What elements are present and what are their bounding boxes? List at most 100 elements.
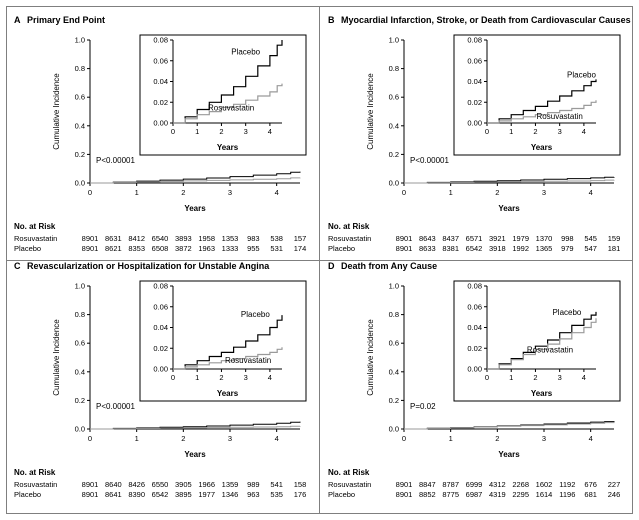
risk-value: 547 <box>584 244 597 253</box>
inset-y-tick-label: 0.00 <box>467 119 482 128</box>
risk-value: 8353 <box>128 244 145 253</box>
risk-value: 158 <box>294 480 307 489</box>
x-axis-label: Years <box>498 204 520 213</box>
y-tick-label: 0.4 <box>389 121 399 130</box>
inset-series-label-placebo: Placebo <box>552 308 581 317</box>
risk-value: 1963 <box>198 244 215 253</box>
panel-title: Death from Any Cause <box>341 261 437 271</box>
x-axis-label: Years <box>184 204 206 213</box>
inset-y-tick-label: 0.02 <box>153 344 168 353</box>
p-value: P<0.00001 <box>96 402 135 411</box>
inset-x-tick-label: 2 <box>533 127 537 136</box>
risk-value: 6540 <box>152 234 169 243</box>
x-axis-label: Years <box>184 450 206 459</box>
inset-y-tick-label: 0.08 <box>467 36 482 45</box>
risk-row-label: Rosuvastatin <box>14 480 57 489</box>
risk-value: 6987 <box>466 490 483 499</box>
risk-table-header: No. at Risk <box>14 222 56 231</box>
risk-value: 4319 <box>489 490 506 499</box>
risk-value: 3872 <box>175 244 192 253</box>
inset-series-placebo <box>173 315 283 370</box>
risk-value: 8787 <box>442 480 459 489</box>
y-tick-label: 0.8 <box>75 310 85 319</box>
inset-y-tick-label: 0.08 <box>467 282 482 291</box>
risk-value: 8426 <box>128 480 145 489</box>
inset-series-rosuvastatin <box>173 83 283 124</box>
x-tick-label: 2 <box>181 434 185 443</box>
inset-x-tick-label: 1 <box>509 127 513 136</box>
panel-c: C Revascularization or Hospitalization fo… <box>14 261 307 499</box>
risk-table-header: No. at Risk <box>328 222 370 231</box>
risk-value: 1370 <box>536 234 553 243</box>
risk-value: 1333 <box>222 244 239 253</box>
risk-value: 1359 <box>222 480 239 489</box>
main-series-rosuvastatin <box>404 422 615 430</box>
panel-title: Myocardial Infarction, Stroke, or Death … <box>341 15 631 25</box>
inset-x-tick-label: 2 <box>219 127 223 136</box>
x-tick-label: 4 <box>589 434 593 443</box>
risk-row-label: Rosuvastatin <box>328 234 371 243</box>
risk-value: 979 <box>561 244 574 253</box>
inset-x-tick-label: 4 <box>582 127 586 136</box>
x-tick-label: 0 <box>402 434 406 443</box>
risk-value: 545 <box>584 234 597 243</box>
risk-value: 8640 <box>105 480 122 489</box>
y-tick-label: 0.2 <box>75 396 85 405</box>
risk-row-label: Placebo <box>328 490 355 499</box>
inset-x-axis-label: Years <box>531 143 553 152</box>
panel-title: Primary End Point <box>27 15 105 25</box>
inset-y-tick-label: 0.04 <box>153 77 168 86</box>
inset-y-tick-label: 0.00 <box>153 365 168 374</box>
risk-value: 983 <box>247 234 260 243</box>
risk-value: 531 <box>270 244 283 253</box>
x-tick-label: 3 <box>542 434 546 443</box>
inset-series-rosuvastatin <box>487 318 597 370</box>
risk-value: 2268 <box>512 480 529 489</box>
y-tick-label: 0.4 <box>75 121 85 130</box>
inset-x-tick-label: 3 <box>244 373 248 382</box>
risk-value: 1979 <box>512 234 529 243</box>
p-value: P<0.00001 <box>410 156 449 165</box>
x-tick-label: 4 <box>275 188 279 197</box>
x-tick-label: 1 <box>135 188 139 197</box>
inset-x-tick-label: 3 <box>558 127 562 136</box>
inset-y-tick-label: 0.00 <box>467 365 482 374</box>
risk-value: 246 <box>608 490 621 499</box>
inset-x-axis-label: Years <box>217 143 239 152</box>
risk-table-header: No. at Risk <box>14 468 56 477</box>
risk-value: 535 <box>270 490 283 499</box>
risk-table-header: No. at Risk <box>328 468 370 477</box>
y-tick-label: 0.0 <box>75 179 85 188</box>
x-tick-label: 0 <box>88 434 92 443</box>
risk-value: 8643 <box>419 234 436 243</box>
inset-series-label-rosuvastatin: Rosuvastatin <box>527 345 573 354</box>
x-tick-label: 1 <box>449 188 453 197</box>
risk-value: 227 <box>608 480 621 489</box>
panel-title: Revascularization or Hospitalization for… <box>27 261 270 271</box>
inset-x-tick-label: 1 <box>195 127 199 136</box>
y-tick-label: 0.8 <box>389 64 399 73</box>
y-axis-label: Cumulative Incidence <box>366 319 375 396</box>
inset-y-tick-label: 0.00 <box>153 119 168 128</box>
risk-value: 8412 <box>128 234 145 243</box>
risk-value: 8621 <box>105 244 122 253</box>
y-tick-label: 0.0 <box>389 179 399 188</box>
x-axis-label: Years <box>498 450 520 459</box>
x-tick-label: 1 <box>135 434 139 443</box>
risk-value: 8901 <box>82 244 99 253</box>
y-axis-label: Cumulative Incidence <box>52 319 61 396</box>
risk-value: 6550 <box>152 480 169 489</box>
inset-x-tick-label: 0 <box>171 373 175 382</box>
risk-value: 3893 <box>175 234 192 243</box>
risk-value: 1353 <box>222 234 239 243</box>
inset-x-tick-label: 2 <box>219 373 223 382</box>
y-tick-label: 0.2 <box>75 150 85 159</box>
inset-x-tick-label: 3 <box>558 373 562 382</box>
x-tick-label: 2 <box>495 434 499 443</box>
risk-value: 681 <box>584 490 597 499</box>
risk-value: 4312 <box>489 480 506 489</box>
y-tick-label: 0.2 <box>389 150 399 159</box>
risk-value: 1958 <box>198 234 215 243</box>
main-series-rosuvastatin <box>90 425 301 430</box>
